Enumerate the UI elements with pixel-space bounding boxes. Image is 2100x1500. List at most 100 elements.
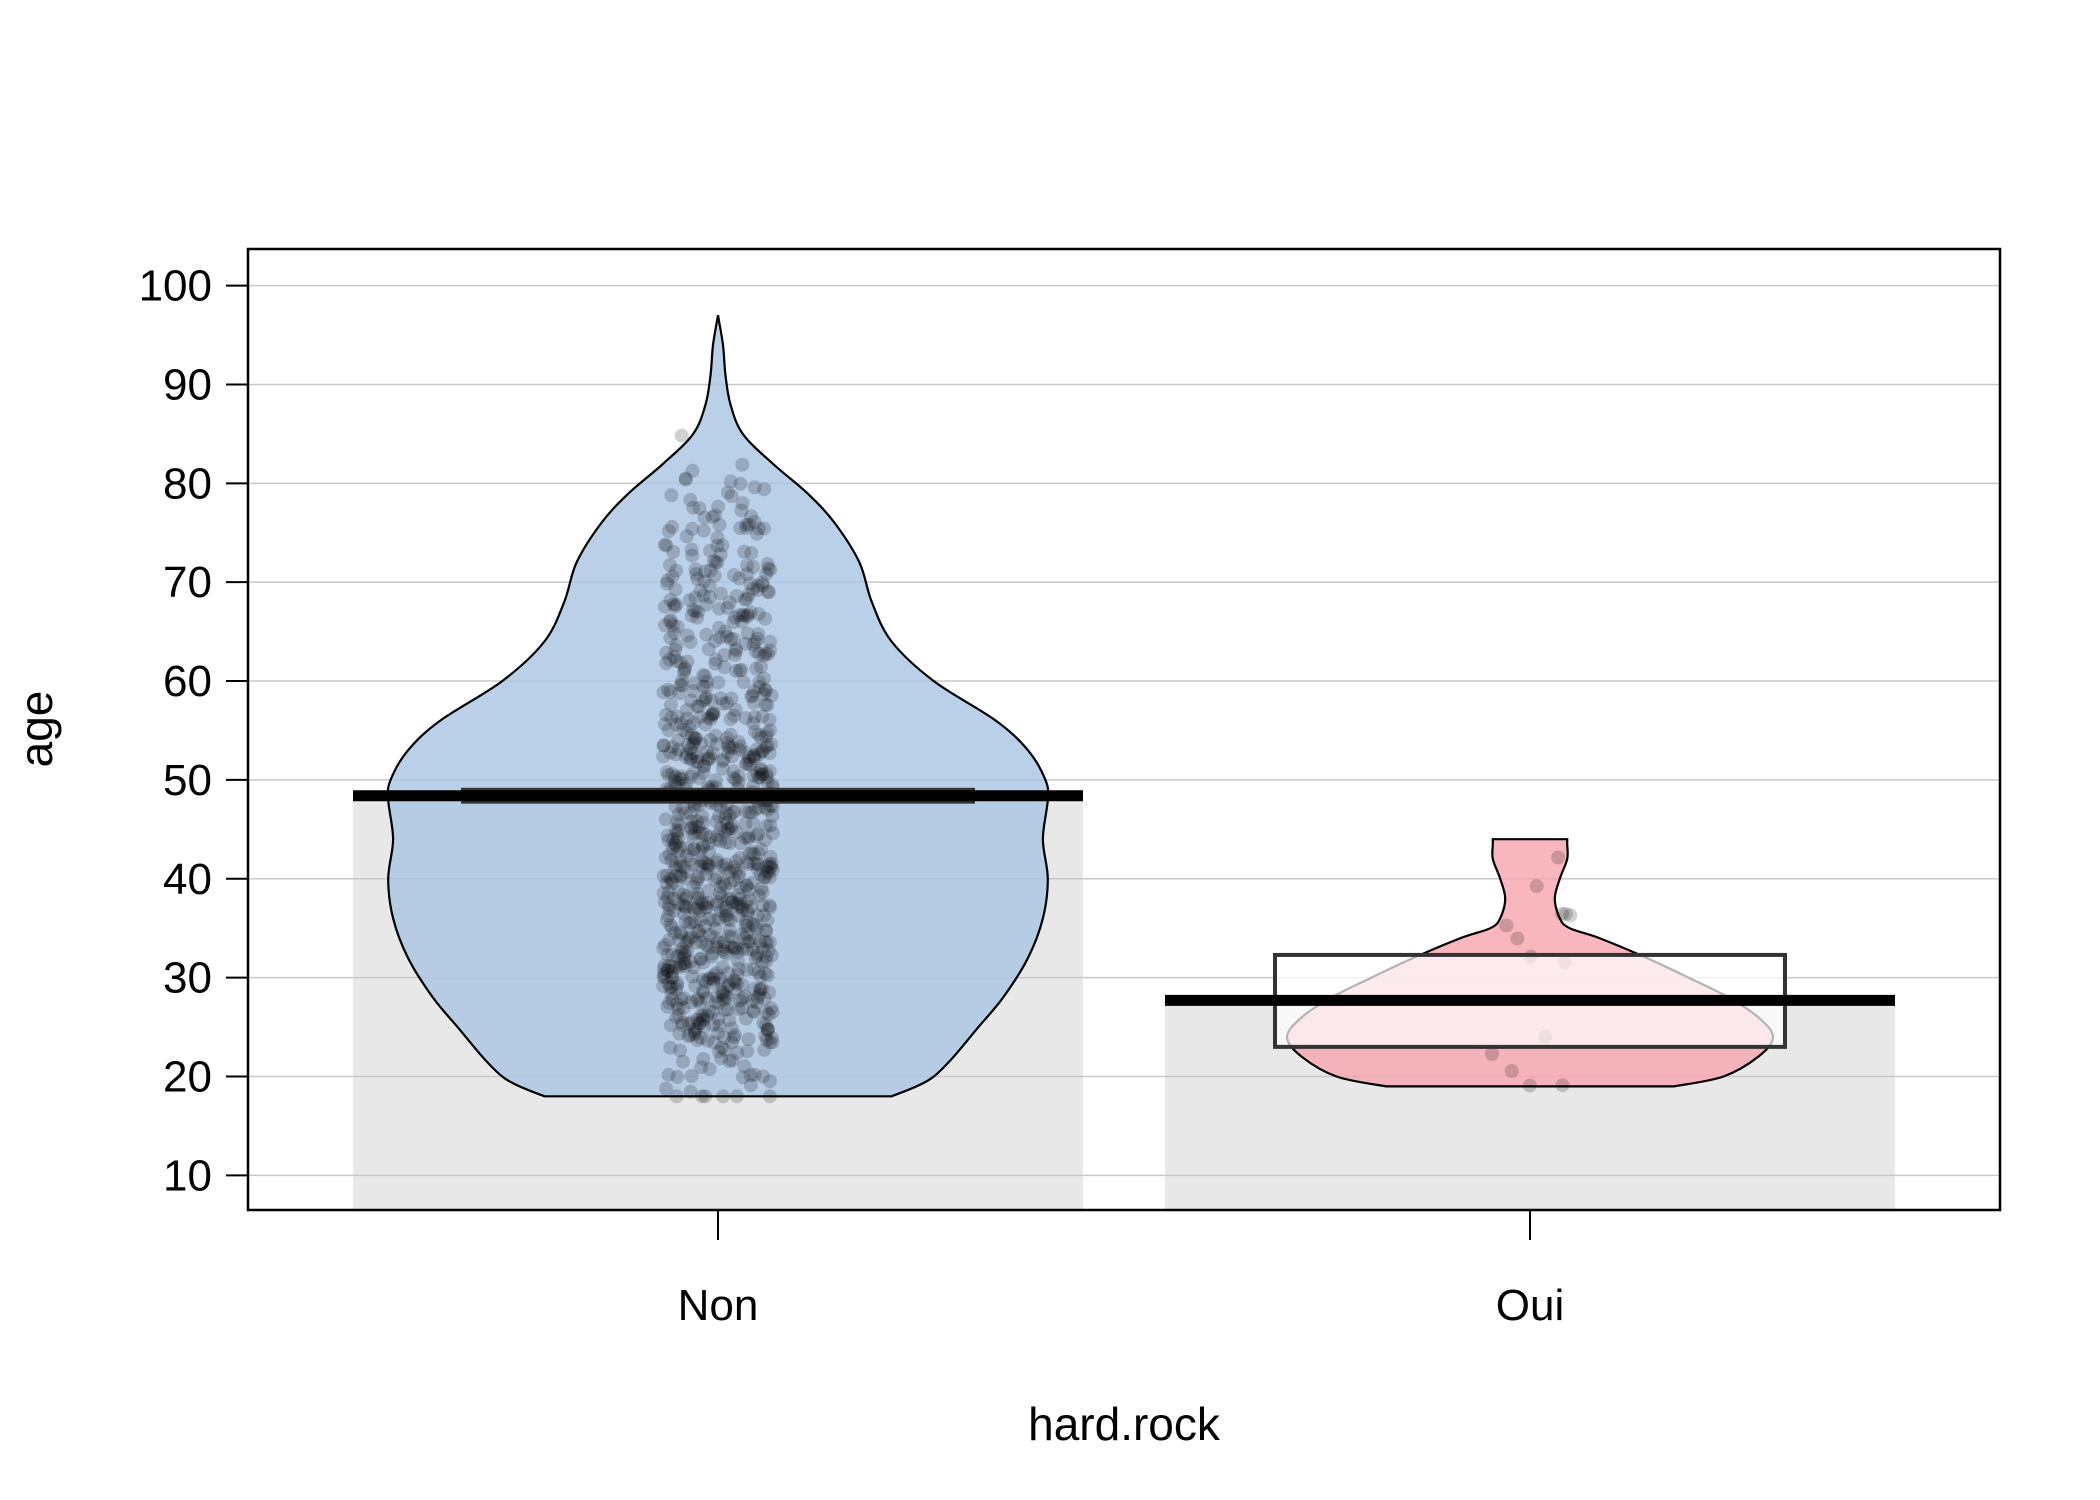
data-point — [1555, 906, 1569, 921]
data-point — [729, 896, 744, 911]
data-point — [764, 688, 779, 703]
data-point — [692, 699, 707, 714]
data-point — [742, 805, 756, 820]
data-point — [707, 872, 722, 887]
data-point — [736, 941, 751, 956]
data-point — [759, 683, 773, 698]
data-point — [734, 503, 749, 518]
data-point — [704, 949, 719, 964]
data-point — [742, 753, 757, 768]
data-point — [696, 523, 711, 538]
data-point — [751, 578, 766, 593]
data-point — [740, 903, 755, 918]
data-point — [701, 883, 716, 898]
data-point — [683, 806, 698, 821]
data-point — [716, 752, 731, 767]
data-point — [755, 955, 770, 970]
data-point — [763, 900, 778, 915]
data-point — [698, 974, 713, 989]
data-point — [750, 948, 765, 963]
data-point — [667, 925, 682, 940]
data-point — [669, 747, 683, 762]
data-point — [1510, 931, 1525, 946]
data-point — [761, 1007, 776, 1022]
data-point — [679, 889, 694, 904]
data-point — [690, 699, 705, 714]
data-point — [753, 867, 768, 882]
data-point — [738, 804, 753, 819]
data-point — [665, 767, 680, 782]
data-point — [718, 811, 733, 826]
data-point — [732, 851, 747, 866]
data-point — [661, 524, 676, 538]
data-point — [670, 949, 685, 964]
data-point — [708, 652, 723, 667]
data-point — [713, 691, 728, 706]
data-point — [718, 908, 733, 923]
data-point — [657, 717, 672, 732]
data-point — [731, 888, 746, 903]
data-point — [692, 1016, 707, 1031]
data-point — [676, 898, 691, 913]
data-point — [687, 676, 702, 691]
data-point — [694, 928, 709, 943]
data-point — [762, 870, 777, 885]
data-point — [675, 942, 690, 956]
data-point — [727, 941, 742, 956]
data-point — [711, 1026, 725, 1041]
data-point — [759, 859, 774, 874]
data-point — [696, 679, 711, 694]
data-point — [733, 836, 748, 851]
data-point — [700, 1008, 714, 1023]
data-point — [687, 735, 702, 750]
data-point — [673, 678, 688, 692]
y-tick-label: 30 — [163, 954, 212, 1003]
data-point — [757, 482, 772, 497]
data-point — [737, 544, 752, 559]
data-point — [672, 1026, 687, 1041]
data-point — [691, 771, 706, 785]
data-point — [742, 750, 757, 765]
data-point — [680, 628, 695, 643]
data-point — [728, 642, 743, 657]
data-point — [684, 608, 699, 623]
data-point — [667, 903, 682, 918]
data-point — [728, 702, 743, 717]
data-point — [762, 898, 777, 913]
data-point — [733, 891, 748, 906]
data-point — [702, 1062, 717, 1077]
data-point — [737, 1059, 752, 1074]
data-point — [706, 706, 721, 721]
data-point — [716, 939, 731, 954]
data-point — [660, 868, 675, 883]
data-point — [708, 995, 723, 1010]
data-point — [758, 697, 773, 712]
data-point — [665, 970, 680, 985]
data-point — [669, 1010, 684, 1025]
data-point — [726, 1030, 741, 1045]
data-point — [755, 981, 770, 996]
data-point — [739, 745, 753, 760]
data-point — [665, 832, 680, 847]
data-point — [686, 960, 701, 975]
data-point — [732, 608, 747, 623]
data-point — [677, 991, 692, 1006]
data-point — [666, 841, 680, 856]
data-point — [1563, 908, 1578, 923]
data-point — [693, 1016, 708, 1031]
data-point — [671, 884, 686, 899]
data-point — [725, 895, 740, 910]
data-point — [747, 1004, 761, 1019]
data-point — [754, 744, 769, 759]
x-axis: Non Oui — [678, 1210, 1564, 1330]
data-point — [684, 752, 698, 767]
data-point — [678, 660, 692, 675]
data-point — [667, 649, 682, 664]
data-point — [661, 833, 676, 848]
data-point — [688, 1025, 703, 1040]
data-point — [694, 736, 708, 751]
data-point — [745, 875, 760, 890]
data-point — [746, 768, 761, 783]
data-point — [663, 630, 678, 645]
data-point — [665, 876, 680, 891]
